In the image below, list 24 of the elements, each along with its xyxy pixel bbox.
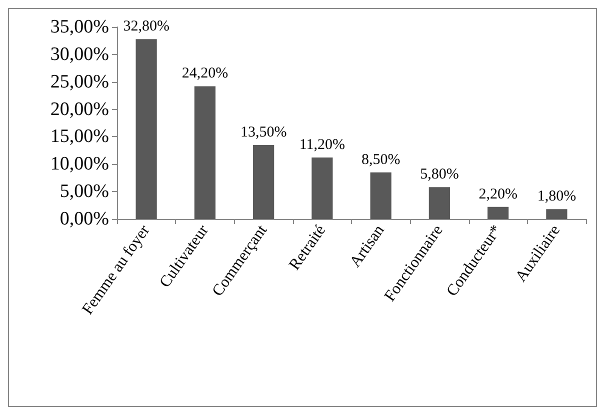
data-label: 8,50% — [361, 152, 400, 168]
y-tick-label: 0,00% — [60, 208, 110, 230]
y-tick-label: 35,00% — [50, 16, 110, 38]
bar — [312, 158, 333, 219]
data-label: 5,80% — [420, 166, 459, 183]
y-tick-label: 25,00% — [50, 71, 110, 92]
y-tick-label: 30,00% — [50, 44, 110, 65]
data-label: 24,20% — [182, 66, 228, 82]
bar — [253, 144, 274, 219]
bar — [488, 206, 509, 219]
bar — [194, 86, 216, 219]
y-tick-label: 5,00% — [60, 181, 110, 202]
data-label: 2,20% — [478, 186, 518, 202]
y-tick-label: 20,00% — [50, 98, 110, 120]
y-tick-label: 10,00% — [50, 154, 110, 175]
bar — [546, 209, 568, 219]
bar — [370, 172, 392, 219]
bar — [136, 39, 157, 219]
y-tick-label: 15,00% — [50, 126, 110, 148]
data-label: 32,80% — [123, 18, 170, 35]
data-label: 13,50% — [240, 124, 287, 140]
data-label: 11,20% — [299, 137, 346, 154]
bar — [428, 187, 450, 219]
data-label: 1,80% — [537, 188, 576, 205]
